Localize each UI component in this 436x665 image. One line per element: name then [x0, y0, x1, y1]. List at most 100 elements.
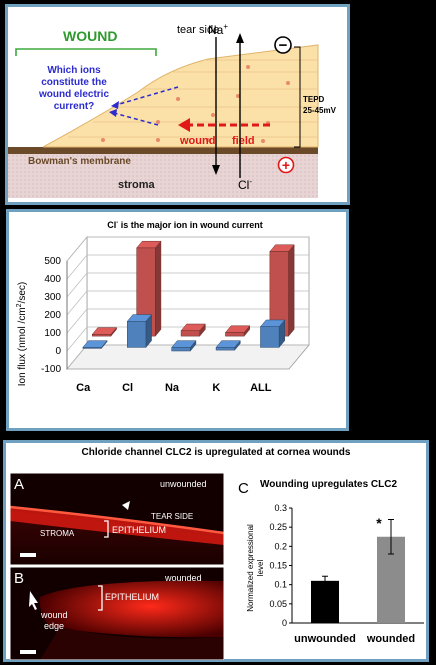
clc2-panel: Chloride channel CLC2 is upregulated at … [3, 440, 429, 662]
minus-icon [274, 36, 292, 54]
cl-ion-label: Cl- [238, 177, 252, 192]
ion-flux-chart: Cl- is the major ion in wound current Io… [16, 220, 310, 394]
wounded-micrograph: B wounded EPITHELIUM wound edge [10, 567, 224, 660]
bar-front [82, 347, 102, 349]
bar-cl-series-2 [136, 240, 162, 337]
bar-front [180, 330, 200, 337]
question-line-2: constitute the [41, 77, 107, 88]
wound-field-label-2: field [232, 135, 255, 147]
na-ion-label: Na+ [208, 22, 228, 37]
bar-side [288, 244, 295, 337]
clc2-title: Chloride channel CLC2 is upregulated at … [81, 447, 351, 458]
bar-all-series-2 [269, 244, 295, 337]
bar-wounded [377, 519, 405, 623]
wound-label: WOUND [63, 28, 117, 44]
epithelium-bracket [98, 585, 103, 611]
bar-front [215, 347, 235, 351]
bar-front [225, 332, 245, 337]
tepd-bracket [294, 46, 301, 148]
ion-flux-chart-panel: Cl- is the major ion in wound current Io… [6, 209, 349, 431]
bar-k-series-2 [224, 325, 251, 337]
bar-ca-series-2 [91, 326, 118, 337]
y-tick-label: 400 [44, 274, 61, 285]
bar-na-series-2 [180, 323, 206, 337]
epithelium-label: EPITHELIUM [105, 592, 159, 602]
panel-c-ylabel-1: Normalized expressional [246, 524, 255, 612]
arrowhead-icon [122, 501, 130, 510]
bar-cl-series-1 [126, 313, 153, 349]
question-arrow-head [109, 109, 117, 117]
chart-bars [82, 240, 295, 352]
y-tick-label: 500 [44, 256, 61, 267]
clc2-bar-chart: C Wounding upregulates CLC2 Normalized e… [238, 479, 424, 645]
bar-side [155, 240, 162, 337]
plus-icon [277, 156, 295, 174]
grid-line [66, 236, 88, 262]
stroma-label: STROMA [40, 529, 75, 538]
tepd-label-1: TEPD [303, 95, 325, 104]
category-label: Cl [122, 382, 133, 394]
grid-line [66, 326, 88, 352]
scale-bar [20, 650, 36, 654]
y-axis-ticks: 500 400 300 200 100 0 -100 [41, 256, 61, 375]
cornea-diagram: WOUND tear side Which ions constitute th… [8, 22, 337, 198]
category-label: unwounded [294, 633, 356, 645]
category-label: Na [165, 382, 180, 394]
panel-b-letter: B [14, 570, 24, 587]
y-tick-label: 100 [44, 328, 61, 339]
wounded-label: wounded [164, 573, 202, 583]
panel-c-categories: unwounded wounded [294, 633, 415, 645]
question-line-1: Which ions [47, 65, 101, 76]
grid-line [66, 272, 88, 298]
wound-edge-label-1: wound [40, 610, 68, 620]
x-axis-categories: Ca Cl Na K ALL [76, 382, 272, 394]
tear-side-label: TEAR SIDE [151, 512, 193, 521]
epithelium-label: EPITHELIUM [112, 525, 166, 535]
wound-field-arrow-head [178, 118, 190, 132]
panel-c-bars [311, 519, 405, 623]
grid-line [66, 308, 88, 334]
bar-rect [311, 580, 339, 623]
y-tick-label: 0 [282, 618, 287, 628]
minus-sign: − [279, 37, 288, 54]
tepd-label-2: 25-45mV [303, 106, 337, 115]
bar-front [260, 326, 280, 348]
y-axis-label: Ion flux (nmol /cm2/sec) [16, 282, 28, 387]
panel-a-letter: A [14, 476, 24, 493]
bowman-membrane [8, 147, 318, 154]
panel-c-letter: C [238, 480, 249, 497]
category-label: ALL [250, 382, 272, 394]
significance-marker: * [376, 515, 382, 531]
category-label: wounded [366, 633, 415, 645]
y-tick-label: 0.25 [269, 522, 287, 532]
y-tick-label: 0.3 [274, 503, 287, 513]
stroma-layer [8, 153, 318, 198]
plus-sign: + [282, 157, 290, 173]
chart-title: Cl- is the major ion in wound current [107, 220, 263, 230]
question-line-3: wound electric [38, 89, 109, 100]
bar-front [127, 321, 147, 348]
bar-k-series-1 [215, 339, 241, 351]
cell-nuclei [101, 65, 290, 143]
y-tick-label: 0 [55, 346, 61, 357]
question-arrow-head [111, 101, 119, 109]
bar-front [92, 334, 112, 337]
bar-unwounded [311, 575, 339, 623]
grid-line [66, 290, 88, 316]
y-tick-label: 200 [44, 310, 61, 321]
wound-field-label-1: wound [179, 135, 215, 147]
y-tick-label: 300 [44, 292, 61, 303]
question-arrows [113, 86, 179, 126]
wound-edge-label-2: edge [44, 621, 64, 631]
y-tick-label: 0.15 [269, 561, 287, 571]
epithelium-bracket [104, 520, 109, 538]
cornea-diagram-panel: WOUND tear side Which ions constitute th… [5, 4, 350, 205]
category-label: K [212, 382, 220, 394]
grid-line [66, 254, 88, 280]
scale-bar [20, 553, 36, 557]
panel-c-y-ticks: 0.3 0.25 0.2 0.15 0.1 0.05 0 [269, 503, 292, 628]
grid-line [66, 344, 88, 370]
y-tick-label: 0.2 [274, 541, 287, 551]
na-flow-arrow-head [212, 165, 220, 175]
wound-bracket [15, 48, 157, 56]
